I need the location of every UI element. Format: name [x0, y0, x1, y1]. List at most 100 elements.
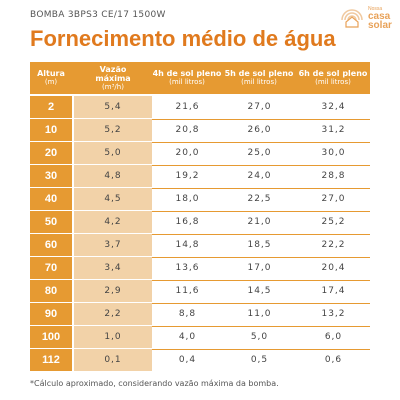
row-divider [74, 211, 370, 212]
vazao-cell: 4,2 [74, 211, 152, 233]
header-5h-label: 5h de sol pleno [224, 69, 294, 78]
altura-cell: 20 [30, 142, 72, 164]
table-row: 100 1,0 4,0 5,0 6,0 [30, 326, 370, 350]
header-6h: 6h de sol pleno (mil litros) [296, 62, 370, 94]
h5-cell: 11,0 [247, 309, 272, 319]
h6-cell: 30,0 [321, 148, 346, 158]
row-divider [74, 257, 370, 258]
vazao-cell: 5,2 [74, 119, 152, 141]
row-divider [74, 165, 370, 166]
row-divider [74, 280, 370, 281]
h6-cell: 13,2 [321, 309, 346, 319]
altura-cell: 50 [30, 211, 72, 233]
h5-cell: 5,0 [250, 332, 269, 342]
altura-cell: 112 [30, 349, 72, 371]
row-divider [74, 349, 370, 350]
vazao-cell: 3,4 [74, 257, 152, 279]
header-4h: 4h de sol pleno (mil litros) [152, 62, 222, 94]
vazao-cell: 0,1 [74, 349, 152, 371]
sun-house-icon [340, 6, 364, 33]
header-vazao-unit: (m³/h) [102, 82, 124, 91]
altura-cell: 70 [30, 257, 72, 279]
h5-cell: 21,0 [247, 217, 272, 227]
h5-cell: 0,5 [250, 355, 269, 365]
h6-cell: 28,8 [321, 171, 346, 181]
h4-cell: 14,8 [175, 240, 200, 250]
brand-logo: Nossa casa solar [340, 4, 396, 32]
logo-small-text: Nossa [368, 6, 383, 12]
header-6h-label: 6h de sol pleno [298, 69, 368, 78]
h5-cell: 18,5 [247, 240, 272, 250]
h4-cell: 11,6 [175, 286, 200, 296]
altura-cell: 80 [30, 280, 72, 302]
h6-cell: 6,0 [324, 332, 343, 342]
vazao-cell: 4,5 [74, 188, 152, 210]
header-altura-unit: (m) [44, 78, 58, 86]
row-divider [74, 303, 370, 304]
h6-cell: 25,2 [321, 217, 346, 227]
table-row: 10 5,2 20,8 26,0 31,2 [30, 119, 370, 143]
h6-cell: 22,2 [321, 240, 346, 250]
table-header: Altura (m) Vazão máxima (m³/h) 4h de sol… [30, 62, 370, 94]
header-5h-unit: (mil litros) [241, 78, 277, 86]
h5-cell: 24,0 [247, 171, 272, 181]
h5-cell: 27,0 [247, 102, 272, 112]
water-supply-table: Altura (m) Vazão máxima (m³/h) 4h de sol… [30, 62, 370, 371]
header-altura-label: Altura [37, 69, 65, 78]
h5-cell: 25,0 [247, 148, 272, 158]
h4-cell: 13,6 [175, 263, 200, 273]
header-5h: 5h de sol pleno (mil litros) [222, 62, 296, 94]
table-row: 20 5,0 20,0 25,0 30,0 [30, 142, 370, 166]
altura-cell: 90 [30, 303, 72, 325]
page-title: Fornecimento médio de água [30, 26, 336, 51]
vazao-cell: 5,0 [74, 142, 152, 164]
table-row: 112 0,1 0,4 0,5 0,6 [30, 349, 370, 371]
logo-word-casa: casa [368, 11, 391, 22]
h5-cell: 22,5 [247, 194, 272, 204]
header-6h-unit: (mil litros) [315, 78, 351, 86]
header-vazao-label: Vazão máxima [95, 64, 131, 83]
row-divider [74, 234, 370, 235]
h5-cell: 26,0 [247, 125, 272, 135]
altura-cell: 60 [30, 234, 72, 256]
header-4h-unit: (mil litros) [169, 78, 205, 86]
vazao-cell: 3,7 [74, 234, 152, 256]
h4-cell: 4,0 [178, 332, 197, 342]
table-row: 30 4,8 19,2 24,0 28,8 [30, 165, 370, 189]
table-row: 2 5,4 21,6 27,0 32,4 [30, 96, 370, 120]
h6-cell: 0,6 [324, 355, 343, 365]
header-vazao: Vazão máxima (m³/h) [74, 62, 152, 94]
vazao-cell: 4,8 [74, 165, 152, 187]
table-row: 40 4,5 18,0 22,5 27,0 [30, 188, 370, 212]
h4-cell: 21,6 [175, 102, 200, 112]
h6-cell: 27,0 [321, 194, 346, 204]
altura-cell: 100 [30, 326, 72, 348]
h5-cell: 17,0 [247, 263, 272, 273]
table-row: 90 2,2 8,8 11,0 13,2 [30, 303, 370, 327]
vazao-cell: 2,9 [74, 280, 152, 302]
h4-cell: 20,0 [175, 148, 200, 158]
h4-cell: 8,8 [178, 309, 197, 319]
row-divider [74, 142, 370, 143]
h6-cell: 32,4 [321, 102, 346, 112]
h5-cell: 14,5 [247, 286, 272, 296]
table-row: 80 2,9 11,6 14,5 17,4 [30, 280, 370, 304]
h6-cell: 31,2 [321, 125, 346, 135]
altura-cell: 10 [30, 119, 72, 141]
vazao-cell: 2,2 [74, 303, 152, 325]
logo-word-solar: solar [368, 20, 392, 31]
pump-name: BOMBA 3BPS3 CE/17 1500W [30, 10, 166, 20]
table-row: 50 4,2 16,8 21,0 25,2 [30, 211, 370, 235]
row-divider [74, 188, 370, 189]
header-altura: Altura (m) [30, 62, 72, 94]
h4-cell: 18,0 [175, 194, 200, 204]
table-row: 70 3,4 13,6 17,0 20,4 [30, 257, 370, 281]
row-divider [74, 119, 370, 120]
altura-cell: 40 [30, 188, 72, 210]
h4-cell: 20,8 [175, 125, 200, 135]
altura-cell: 30 [30, 165, 72, 187]
row-divider [74, 326, 370, 327]
table-row: 60 3,7 14,8 18,5 22,2 [30, 234, 370, 258]
h6-cell: 20,4 [321, 263, 346, 273]
footnote: *Cálculo aproximado, considerando vazão … [30, 379, 279, 388]
